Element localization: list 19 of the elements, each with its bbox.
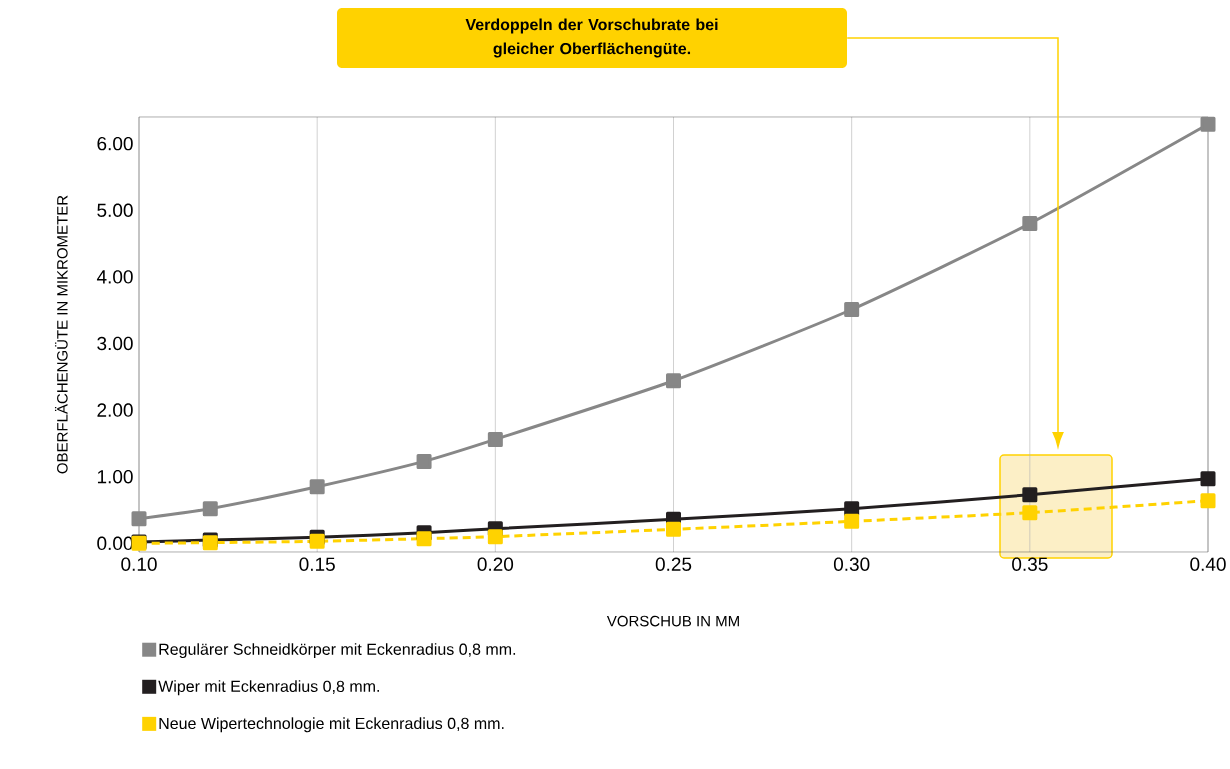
x-axis-title: VORSCHUB IN MM	[606, 615, 739, 627]
y-tick-label: 6.00	[97, 136, 133, 151]
x-tick-label: 0.40	[1190, 557, 1226, 571]
legend-label: Wiper mit Eckenradius 0,8 mm.	[158, 680, 379, 696]
y-tick-label: 2.00	[97, 403, 133, 417]
x-tick-label: 0.30	[833, 557, 870, 571]
x-tick-label: 0.35	[1012, 557, 1048, 571]
y-tick-label: 5.00	[97, 203, 133, 217]
y-tick-label: 3.00	[97, 336, 133, 351]
x-tick-label: 0.25	[655, 557, 692, 571]
x-tick-label: 0.10	[121, 557, 157, 571]
x-tick-label: 0.15	[299, 557, 335, 571]
x-tick-label: 0.20	[477, 557, 514, 571]
y-axis-title: OBERFLÄCHENGÜTE IN MIKROMETER	[54, 195, 68, 474]
y-tick-label: 4.00	[96, 270, 133, 284]
y-tick-label: 1.00	[97, 469, 133, 484]
text: Verdoppeln der Vorschubrate bei gleicher Oberflächengüte.	[465, 18, 718, 58]
legend-label: Neue Wipertechnologie mit Eckenradius 0,8 mm.	[159, 717, 504, 733]
legend-label: Regulärer Schneidkörper mit Eckenradius 0,8 mm.	[159, 643, 516, 659]
